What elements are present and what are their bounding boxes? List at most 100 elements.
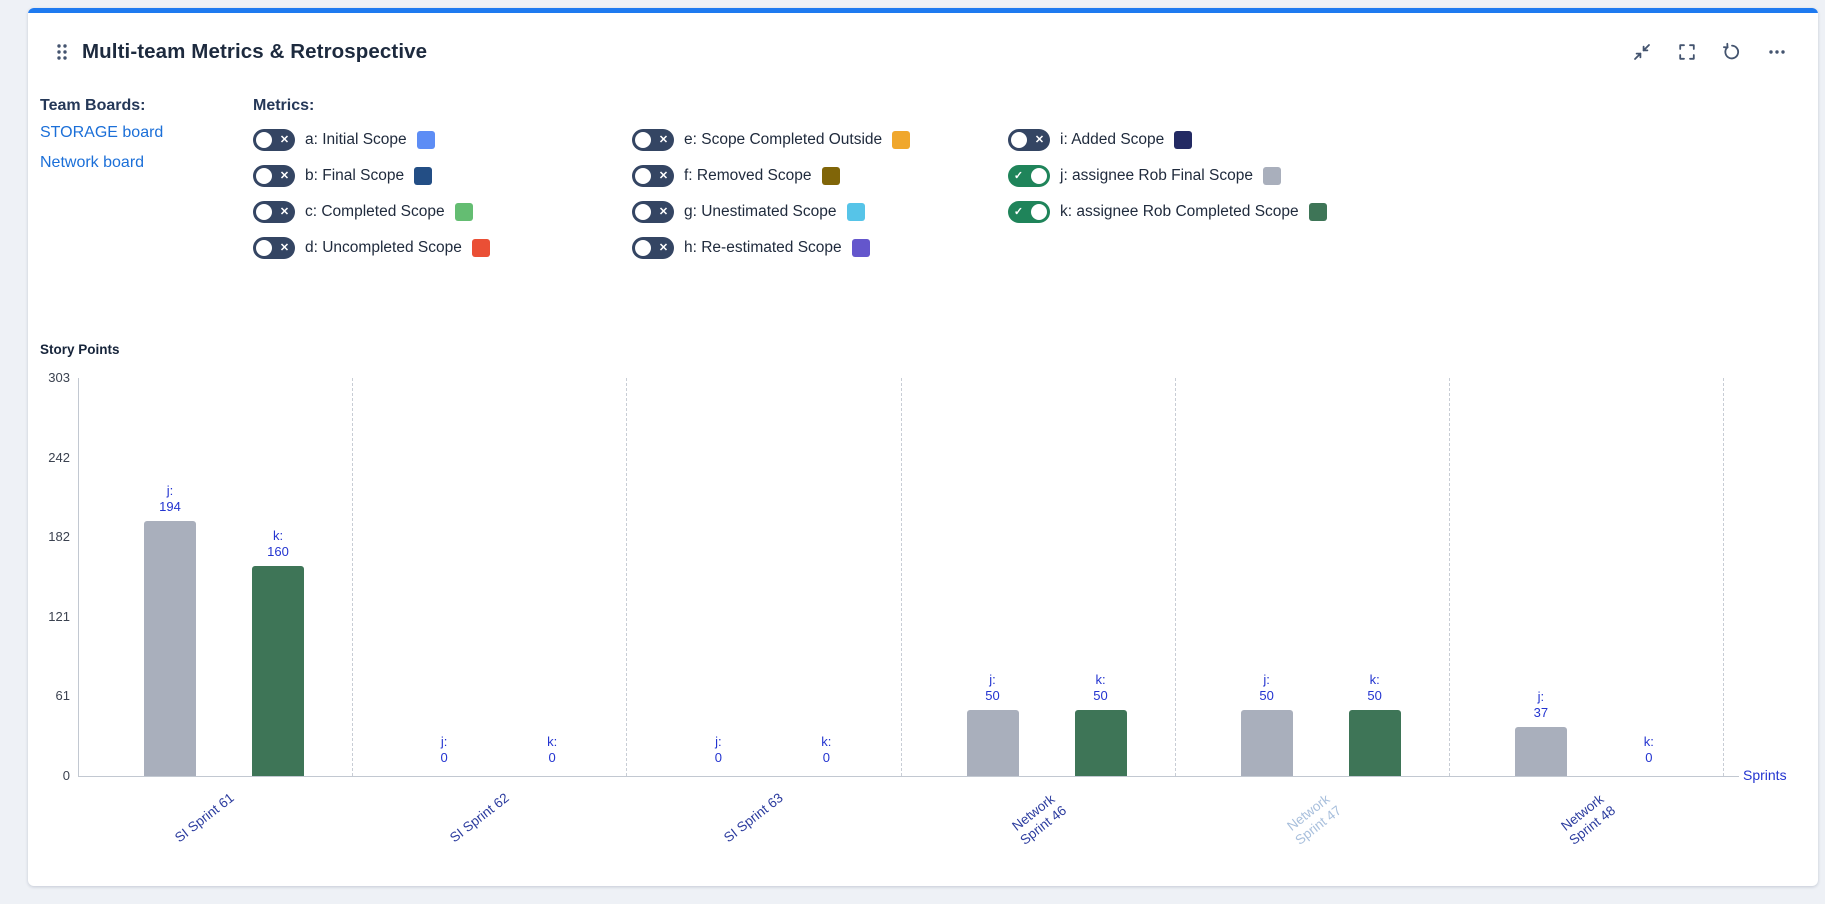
- x-icon: ✕: [658, 134, 669, 146]
- metric-label-h: h: Re-estimated Scope: [684, 239, 842, 256]
- bar-value-label-j: j: 50: [985, 672, 1000, 704]
- y-axis-title: Story Points: [40, 342, 120, 357]
- y-tick-label: 182: [48, 528, 70, 544]
- metric-label-c: c: Completed Scope: [305, 203, 445, 220]
- metric-color-swatch-c: [454, 203, 473, 221]
- metric-toggle-row: ✕ b: Final Scope: [253, 158, 632, 194]
- metric-toggle-f[interactable]: ✕: [632, 165, 674, 187]
- x-tick-label-3[interactable]: SI Sprint 63: [720, 790, 786, 846]
- bar-value-label-j: j: 0: [714, 734, 722, 765]
- metric-color-swatch-a: [416, 131, 435, 149]
- group-separator: [1174, 378, 1176, 776]
- metric-toggle-row: ✕ i: Added Scope: [1008, 122, 1327, 158]
- bar-value-label-j: j: 194: [159, 483, 181, 515]
- bar-value-label-j: j: 37: [1533, 689, 1549, 721]
- bar-value-label-k: k: 50: [1093, 672, 1108, 704]
- metric-label-g: g: Unestimated Scope: [684, 203, 837, 220]
- more-options-button[interactable]: [1760, 35, 1794, 69]
- metric-toggle-a[interactable]: ✕: [253, 129, 295, 151]
- metrics-column: ✕ a: Initial Scope ✕ b: Final Scope ✕ c: Comp…: [253, 122, 632, 266]
- metric-label-j: j: assignee Rob Final Scope: [1060, 167, 1254, 184]
- y-tick-label: 121: [48, 609, 70, 625]
- ellipsis-icon: [1769, 50, 1785, 54]
- card-accent-bar: [28, 8, 1818, 13]
- metric-toggle-row: ✕ g: Unestimated Scope: [632, 194, 1008, 230]
- metric-color-swatch-h: [851, 239, 870, 257]
- metric-toggle-e[interactable]: ✕: [632, 129, 674, 151]
- collapse-button[interactable]: [1625, 35, 1659, 69]
- gadget-card: Multi-team Metrics & Retrospective: [28, 8, 1818, 886]
- bar-j-5[interactable]: [1240, 710, 1293, 776]
- metric-toggle-j[interactable]: ✓: [1008, 165, 1050, 187]
- metric-toggle-row: ✕ h: Re-estimated Scope: [632, 230, 1008, 266]
- metric-toggle-row: ✕ d: Uncompleted Scope: [253, 230, 632, 266]
- metric-toggle-g[interactable]: ✕: [632, 201, 674, 223]
- bar-k-4[interactable]: [1074, 710, 1127, 776]
- drag-dots-icon: [57, 44, 67, 60]
- x-tick-label-1[interactable]: SI Sprint 61: [172, 790, 238, 846]
- x-tick-label-6[interactable]: Network Sprint 48: [1558, 791, 1618, 848]
- widget-title: Multi-team Metrics & Retrospective: [82, 40, 428, 63]
- metric-toggle-h[interactable]: ✕: [632, 237, 674, 259]
- toggle-knob: [635, 204, 651, 220]
- board-link-storage[interactable]: STORAGE board: [40, 124, 164, 141]
- metrics-column: ✕ i: Added Scope ✓ j: assignee Rob Final Sc…: [1008, 122, 1327, 266]
- metric-toggle-row: ✕ f: Removed Scope: [632, 158, 1008, 194]
- drag-handle-icon[interactable]: [52, 40, 72, 64]
- x-icon: ✕: [279, 134, 290, 146]
- metric-label-f: f: Removed Scope: [684, 167, 812, 184]
- x-tick-label-4[interactable]: Network Sprint 46: [1009, 791, 1070, 848]
- x-tick-label-2[interactable]: SI Sprint 62: [446, 790, 512, 846]
- metric-color-swatch-e: [892, 131, 911, 149]
- toggle-knob: [256, 204, 272, 220]
- metric-toggle-row: ✓ k: assignee Rob Completed Scope: [1008, 194, 1327, 230]
- x-icon: ✕: [1034, 134, 1045, 146]
- metric-label-a: a: Initial Scope: [305, 131, 407, 148]
- toggle-knob: [1031, 168, 1047, 184]
- metric-toggle-k[interactable]: ✓: [1008, 201, 1050, 223]
- x-icon: ✕: [279, 206, 290, 218]
- x-icon: ✕: [279, 170, 290, 182]
- toggle-knob: [256, 168, 272, 184]
- metric-label-i: i: Added Scope: [1060, 131, 1165, 148]
- metric-color-swatch-b: [414, 167, 433, 185]
- metric-toggle-i[interactable]: ✕: [1008, 129, 1050, 151]
- y-tick-label: 242: [48, 450, 70, 466]
- chart: Story Points Sprints 0 61 121 182 242 303 j: 1…: [28, 8, 1818, 886]
- metric-color-swatch-k: [1308, 203, 1327, 221]
- metric-toggle-d[interactable]: ✕: [253, 237, 295, 259]
- group-separator: [352, 378, 354, 776]
- card-header: Multi-team Metrics & Retrospective: [52, 34, 1794, 70]
- bar-value-label-j: j: 50: [1259, 672, 1274, 704]
- group-separator: [900, 378, 902, 776]
- y-tick-label: 61: [55, 687, 70, 703]
- bar-k-5[interactable]: [1348, 710, 1401, 776]
- x-icon: ✕: [279, 242, 290, 254]
- toggle-knob: [635, 168, 651, 184]
- bar-value-label-k: k: 0: [1643, 734, 1654, 765]
- metric-color-swatch-f: [821, 167, 840, 185]
- board-link-network[interactable]: Network board: [40, 154, 145, 171]
- bar-k-1[interactable]: [252, 565, 304, 776]
- bar-j-1[interactable]: [144, 521, 196, 776]
- x-icon: ✕: [658, 206, 669, 218]
- bar-value-label-k: k: 0: [547, 734, 558, 765]
- x-tick-label-5[interactable]: Network Sprint 47: [1283, 791, 1344, 848]
- metric-toggle-b[interactable]: ✕: [253, 165, 295, 187]
- metrics-columns: ✕ a: Initial Scope ✕ b: Final Scope ✕ c: Comp…: [253, 122, 1802, 266]
- bar-j-6[interactable]: [1514, 727, 1567, 776]
- toggle-knob: [1011, 132, 1027, 148]
- y-axis-line: [78, 378, 79, 776]
- fullscreen-button[interactable]: [1670, 35, 1704, 69]
- refresh-button[interactable]: [1715, 35, 1749, 69]
- bar-j-4[interactable]: [966, 710, 1019, 776]
- toggle-knob: [635, 132, 651, 148]
- metric-toggle-c[interactable]: ✕: [253, 201, 295, 223]
- toggle-knob: [1031, 204, 1047, 220]
- y-tick-label: 303: [48, 370, 70, 385]
- x-axis-line: [78, 776, 1739, 777]
- metric-label-d: d: Uncompleted Scope: [305, 239, 462, 256]
- check-icon: ✓: [1013, 170, 1024, 182]
- metric-color-swatch-i: [1174, 131, 1193, 149]
- toggle-knob: [256, 240, 272, 256]
